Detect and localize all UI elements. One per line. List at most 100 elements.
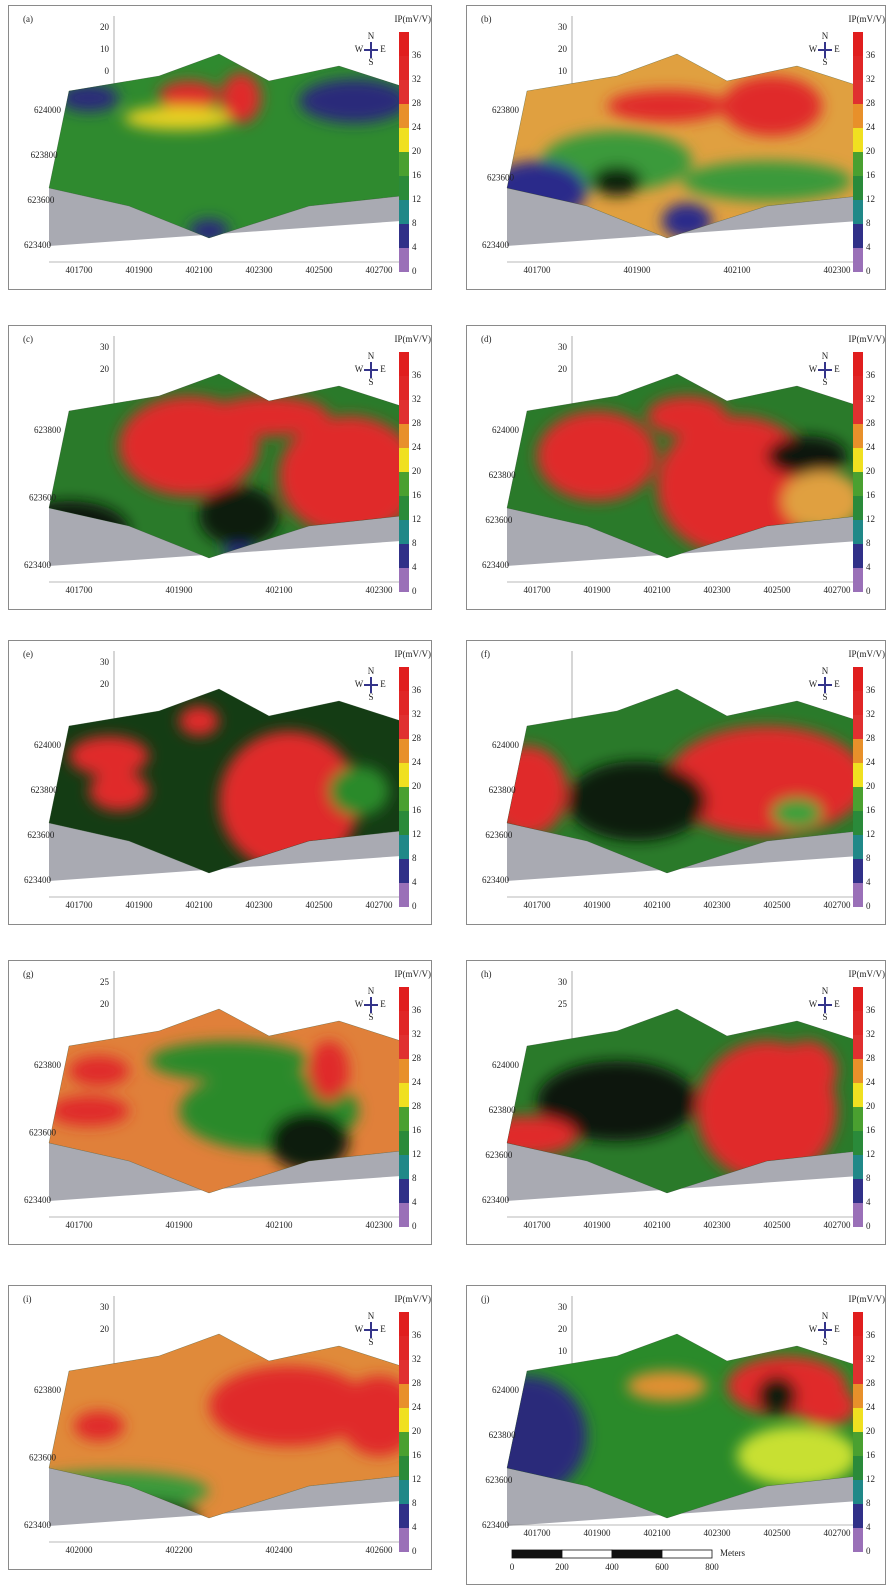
y-tick-label: 623400: [482, 1195, 510, 1205]
colorbar-tick-label: 0: [412, 586, 417, 596]
y-tick-label: 624000: [492, 740, 520, 750]
x-tick-label: 401900: [624, 265, 652, 275]
scale-unit: Meters: [720, 1548, 745, 1558]
x-tick-label: 401900: [126, 265, 154, 275]
colorbar-tick-label: 16: [412, 170, 422, 180]
y-tick-label: 623400: [24, 1520, 52, 1530]
colorbar-segment: [853, 128, 863, 152]
colorbar-segment: [399, 376, 409, 400]
colorbar-tick-label: 8: [866, 1173, 871, 1183]
y-tick-label: 623800: [31, 785, 59, 795]
colorbar-tick-label: 24: [412, 757, 422, 767]
colorbar-tick-label: 32: [412, 1354, 421, 1364]
y-tick-label: 623800: [34, 1385, 62, 1395]
colorbar-tick-label: 32: [412, 1029, 421, 1039]
x-tick-label: 402300: [704, 1220, 732, 1230]
surface-patch: [209, 396, 329, 436]
surface-patch: [722, 76, 822, 136]
colorbar-segment: [853, 1384, 863, 1408]
x-tick-label: 402700: [366, 900, 394, 910]
colorbar-segment: [399, 448, 409, 472]
colorbar-segment: [853, 424, 863, 448]
compass-e: E: [380, 364, 386, 374]
surface: [9, 1286, 432, 1570]
x-tick-label: 402700: [824, 1220, 852, 1230]
colorbar-segment: [399, 1480, 409, 1504]
x-tick-label: 402100: [266, 1220, 294, 1230]
colorbar-tick-label: 32: [412, 709, 421, 719]
colorbar-tick-label: 4: [866, 562, 871, 572]
scale-segment: [562, 1550, 612, 1558]
colorbar-segment: [853, 472, 863, 496]
colorbar-segment: [853, 376, 863, 400]
colorbar-segment: [399, 1432, 409, 1456]
colorbar-segment: [853, 56, 863, 80]
y-tick-label: 624000: [492, 1385, 520, 1395]
surface-patch: [69, 1056, 129, 1086]
colorbar-segment: [853, 859, 863, 883]
colorbar-segment: [399, 1336, 409, 1360]
panel-label: (j): [481, 1294, 490, 1304]
scale-tick-label: 600: [655, 1562, 669, 1572]
colorbar-segment: [853, 1312, 863, 1336]
colorbar-segment: [399, 568, 409, 592]
compass-w: W: [355, 44, 364, 54]
colorbar-tick-label: 0: [412, 1221, 417, 1231]
y-tick-label: 623800: [34, 1060, 62, 1070]
colorbar-segment: [399, 1528, 409, 1552]
colorbar-segment: [853, 496, 863, 520]
panel-label: (g): [23, 969, 34, 979]
panel-graphic: (j)3020106240006238006236006234004017004…: [467, 1286, 886, 1585]
colorbar-segment: [399, 1011, 409, 1035]
y-tick-label: 623600: [29, 1453, 57, 1463]
x-tick-label: 402300: [246, 900, 274, 910]
colorbar-tick-label: 12: [866, 1474, 875, 1484]
colorbar-segment: [399, 987, 409, 1011]
compass-e: E: [834, 44, 840, 54]
surface-patch: [89, 771, 149, 811]
colorbar-tick-label: 12: [866, 514, 875, 524]
compass-s: S: [368, 1012, 373, 1022]
y-tick-label: 623600: [29, 493, 57, 503]
z-tick-label: 25: [558, 999, 568, 1009]
surface: [9, 6, 432, 290]
colorbar-segment: [853, 787, 863, 811]
compass-w: W: [355, 999, 364, 1009]
colorbar-tick-label: 12: [412, 1149, 421, 1159]
z-tick-label: 10: [558, 1346, 568, 1356]
colorbar-tick-label: 16: [412, 805, 422, 815]
panel-graphic: (b)3020106238006236006234004017004019004…: [467, 6, 886, 290]
colorbar-tick-label: 8: [866, 538, 871, 548]
compass-n: N: [368, 31, 375, 41]
colorbar-tick-label: 16: [866, 805, 876, 815]
colorbar-tick-label: 0: [412, 901, 417, 911]
surface-base: [9, 6, 432, 290]
colorbar-segment: [853, 200, 863, 224]
colorbar-tick-label: 4: [412, 562, 417, 572]
y-tick-label: 623800: [489, 1430, 517, 1440]
scale-tick-label: 200: [555, 1562, 569, 1572]
colorbar-segment: [853, 883, 863, 907]
x-tick-label: 401700: [66, 265, 94, 275]
colorbar-segment: [853, 80, 863, 104]
colorbar-tick-label: 12: [412, 514, 421, 524]
x-tick-label: 401900: [584, 585, 612, 595]
colorbar-tick-label: 28: [412, 1101, 422, 1111]
colorbar-tick-label: 28: [866, 418, 876, 428]
colorbar-segment: [853, 1432, 863, 1456]
y-tick-label: 623800: [34, 425, 62, 435]
y-tick-label: 624000: [34, 740, 62, 750]
colorbar-title: IP(mV/V): [849, 649, 886, 659]
colorbar-tick-label: 4: [866, 1197, 871, 1207]
colorbar-segment: [853, 1083, 863, 1107]
colorbar-segment: [399, 200, 409, 224]
compass-s: S: [822, 57, 827, 67]
y-tick-label: 623600: [487, 173, 515, 183]
colorbar-segment: [853, 32, 863, 56]
colorbar-tick-label: 36: [866, 50, 876, 60]
scale-tick-label: 0: [510, 1562, 515, 1572]
colorbar-tick-label: 36: [866, 370, 876, 380]
colorbar-title: IP(mV/V): [849, 1294, 886, 1304]
colorbar-segment: [399, 763, 409, 787]
colorbar-segment: [399, 176, 409, 200]
